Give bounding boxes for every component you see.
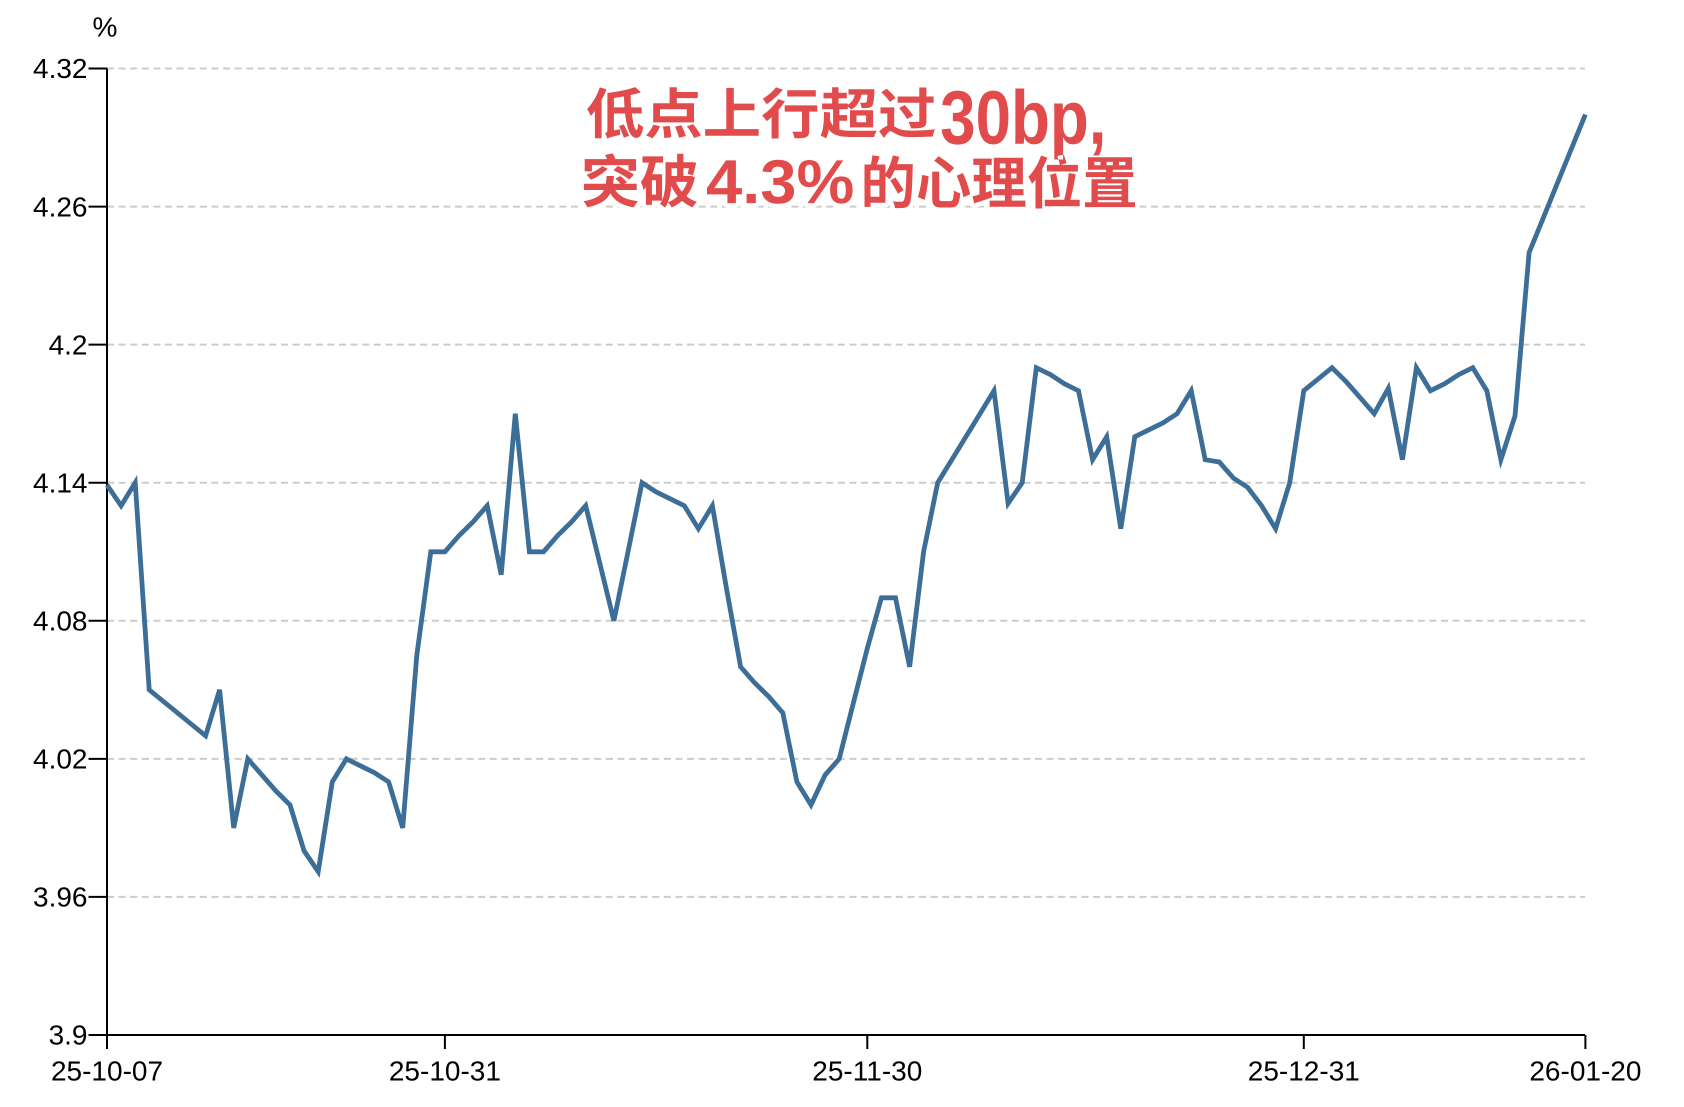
svg-text:25-12-31: 25-12-31 xyxy=(1248,1056,1360,1087)
svg-text:3.9: 3.9 xyxy=(49,1020,88,1051)
svg-text:4.26: 4.26 xyxy=(33,191,88,222)
svg-text:25-10-07: 25-10-07 xyxy=(51,1056,163,1087)
svg-text:26-01-20: 26-01-20 xyxy=(1529,1056,1641,1087)
svg-text:4.02: 4.02 xyxy=(33,744,88,775)
svg-text:25-10-31: 25-10-31 xyxy=(389,1056,501,1087)
svg-text:4.32: 4.32 xyxy=(33,53,88,84)
svg-text:3.96: 3.96 xyxy=(33,882,88,913)
svg-text:25-11-30: 25-11-30 xyxy=(812,1056,922,1087)
svg-text:4.14: 4.14 xyxy=(33,467,88,498)
svg-text:%: % xyxy=(92,11,117,42)
svg-text:4.2: 4.2 xyxy=(49,329,88,360)
svg-text:4.08: 4.08 xyxy=(33,606,88,637)
